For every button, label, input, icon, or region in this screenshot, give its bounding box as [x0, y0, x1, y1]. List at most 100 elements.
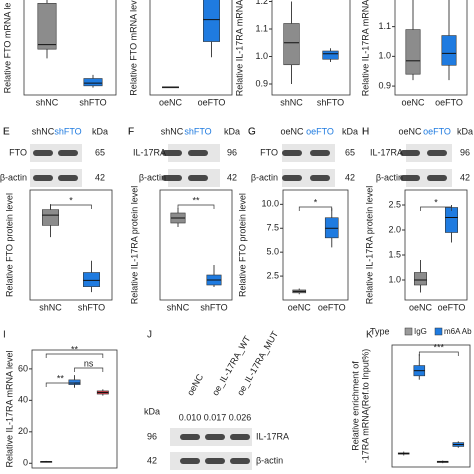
significance-label: ns [84, 358, 94, 368]
panel-letter: I [3, 330, 6, 341]
y-axis-label: Relative IL-17RA protein level [129, 186, 139, 305]
kda-label: 42 [95, 172, 105, 182]
row-label: IL-17RA [370, 147, 403, 157]
significance-label: ** [57, 373, 65, 383]
significance-bracket [45, 353, 104, 358]
blot-band [205, 458, 225, 464]
panel-letter: E [3, 127, 10, 138]
x-tick-label: oeNC [288, 302, 312, 312]
legend-label: m6A Ab [444, 327, 472, 336]
y-tick-label: 1.0 [378, 51, 391, 61]
y-tick-label: 1.0 [255, 51, 268, 61]
blot-band [282, 150, 302, 156]
significance-bracket [418, 351, 459, 356]
y-tick-label: 1.1 [255, 23, 268, 33]
plot-frame [31, 349, 118, 469]
x-tick-label: oeNC [159, 97, 183, 107]
panel: 2.5 5.0 7.5 10.0 [261, 189, 349, 301]
lane-label: oeNC [280, 126, 304, 136]
kda-header: kDa [342, 126, 358, 136]
kda-label: 96 [460, 147, 470, 157]
y-tick-label: 7.5 [266, 223, 279, 233]
blot-band [310, 175, 330, 181]
panel-letter: F [128, 127, 134, 138]
x-tick-label: shFTO [200, 302, 227, 312]
row-label: IL-17RA [133, 147, 166, 157]
significance-label: * [434, 197, 438, 207]
row-label: β-actin [251, 172, 278, 182]
y-axis-label: Relative IL-17RA mRNA [234, 0, 244, 96]
lane-label: shNC [32, 126, 55, 136]
plot-frame [271, 0, 351, 96]
lane-label: oeNC [185, 372, 205, 397]
kda-header: kDa [144, 406, 160, 416]
panel [29, 189, 113, 301]
x-tick-label: shFTO [317, 97, 344, 107]
panel-letter: H [362, 127, 369, 138]
blot-strip [30, 169, 82, 187]
kda-label: 42 [147, 455, 157, 465]
y-tick-label: 1.2 [378, 0, 391, 1]
kda-label: 96 [147, 431, 157, 441]
significance-bracket [45, 382, 75, 387]
kda-label: 65 [95, 147, 105, 157]
x-tick-label: shNC [39, 302, 62, 312]
lane-label: oeNC [398, 126, 422, 136]
kda-header: kDa [92, 126, 108, 136]
blot-strip [30, 144, 82, 162]
blot-band [162, 150, 182, 156]
y-axis-label: Relative enrichment of [350, 361, 360, 451]
blot-strip [282, 144, 335, 162]
y-axis-label: Relative FTO protein level [4, 193, 14, 297]
panel-letter: G [248, 127, 256, 138]
plot-frame [282, 189, 349, 301]
significance-bracket [298, 206, 333, 211]
y-tick-label: 10.0 [261, 199, 279, 209]
panel-letter: G [248, 127, 256, 138]
x-tick-label: oeFTO [198, 97, 226, 107]
y-tick-label: 0.9 [378, 80, 391, 90]
y-tick-label: 0 [23, 458, 28, 468]
x-tick-label: shNC [167, 302, 190, 312]
kda-label: 42 [460, 172, 470, 182]
blot-band [33, 150, 53, 156]
y-tick-label: 0.9 [255, 78, 268, 88]
plot-frame [391, 344, 471, 468]
y-axis-label: Relative IL-17RA protein level [364, 186, 374, 305]
x-tick-label: oeFTO [438, 302, 466, 312]
blot-band [282, 175, 302, 181]
panel-letter: H [362, 127, 369, 138]
plot-frame [404, 189, 468, 301]
legend-label: IgG [414, 327, 427, 336]
x-tick-label: oeNC [401, 97, 425, 107]
panel: 0.9 1.0 1.1 1.2 [378, 0, 468, 96]
row-label: β-actin [0, 172, 27, 182]
blot-band [400, 175, 420, 181]
lane-label: shNC [161, 126, 184, 136]
lane-label: oeFTO [423, 126, 451, 136]
y-axis-label: Relative FTO protein level [237, 193, 247, 297]
row-label: IL-17RA [256, 431, 289, 441]
y-tick-label: 20 [18, 426, 28, 436]
panel-letter: K [366, 330, 373, 341]
significance-bracket [50, 204, 92, 209]
blot-band [310, 150, 330, 156]
panel [159, 189, 233, 301]
panel-letter: F [128, 127, 134, 138]
box [41, 209, 59, 226]
blot-band [180, 434, 200, 440]
panel: 1.0 1.5 2.0 2.5 [388, 189, 468, 301]
significance-label: * [69, 195, 73, 205]
legend-swatch [404, 327, 413, 336]
kda-label: 96 [227, 147, 237, 157]
plot-frame [29, 189, 113, 301]
x-tick-label: shNC [36, 97, 59, 107]
significance-label: ** [192, 195, 200, 205]
blot-band [58, 175, 78, 181]
y-tick-label: 1.5 [388, 249, 401, 259]
blot-band [427, 150, 447, 156]
lane-label: shFTO [184, 126, 211, 136]
box [83, 272, 101, 287]
panel-letter: J [147, 330, 152, 341]
